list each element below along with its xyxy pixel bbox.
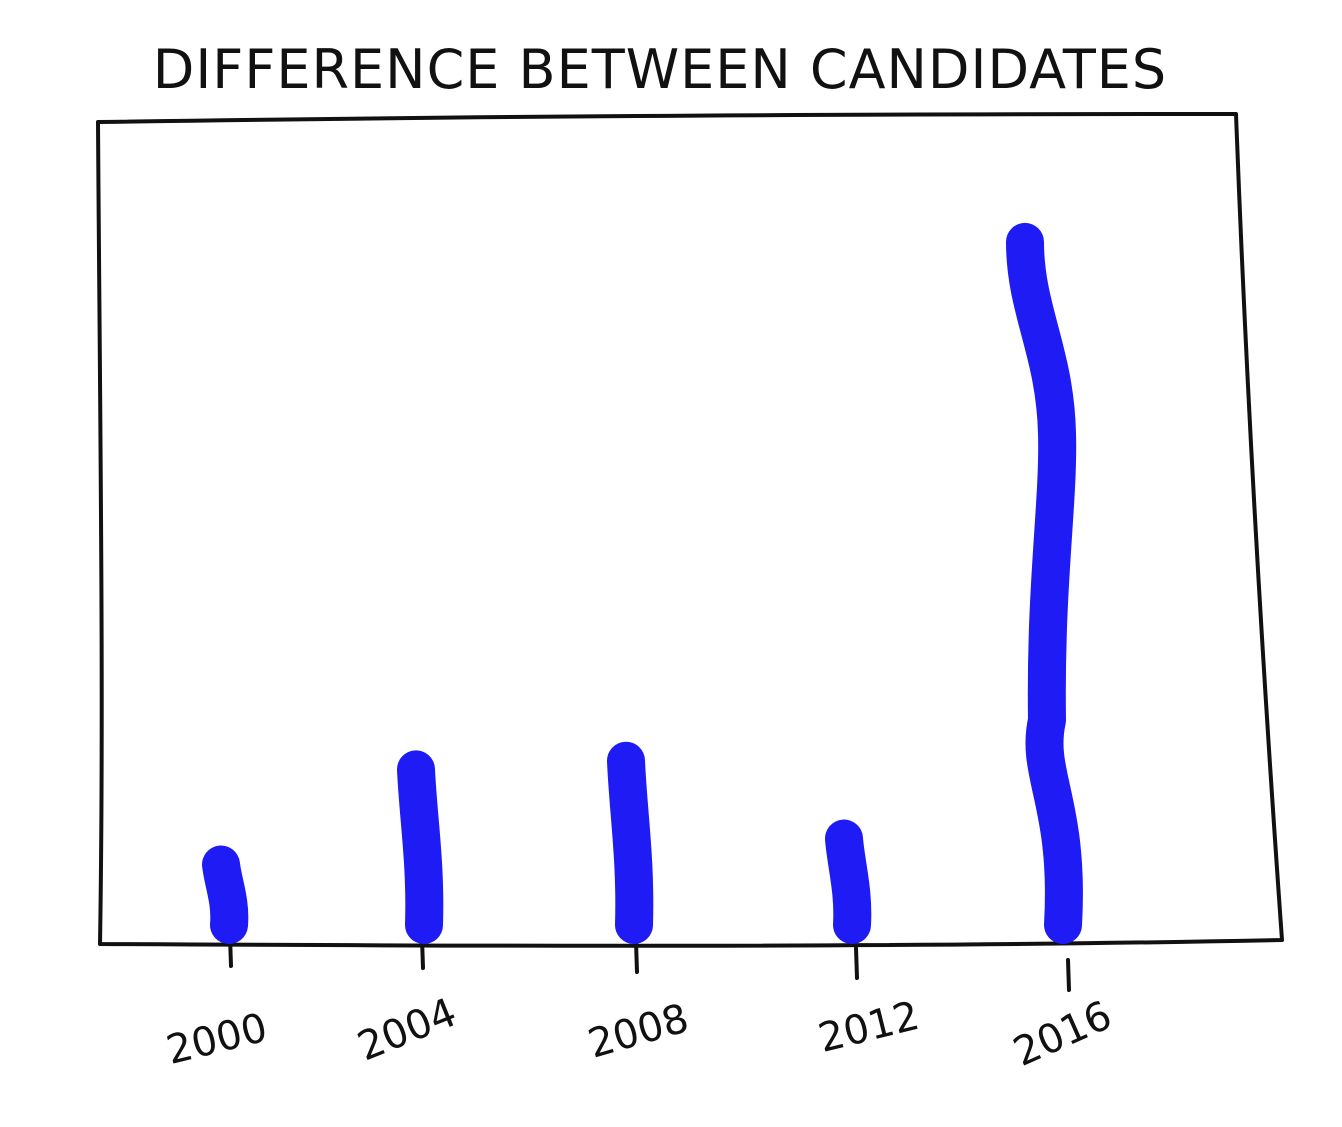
x-tick-2016 [1066,958,1071,992]
x-tick-label-2000: 2000 [162,1005,272,1074]
x-tick-label-2016: 2016 [1007,992,1119,1075]
bar-series [202,222,1083,944]
chart-title: DIFFERENCE BETWEEN CANDIDATES [153,38,1167,101]
x-tick-label-2008: 2008 [583,995,694,1067]
bar-2004 [397,750,444,944]
bar-2012 [825,819,872,944]
bar-2000 [202,845,249,944]
plot-frame [96,112,1284,948]
x-tick-label-2004: 2004 [351,990,463,1071]
bar-2008 [607,741,654,944]
x-tick-label-2012: 2012 [814,993,924,1062]
bar-2016 [1006,222,1083,944]
x-tick-2008 [634,940,639,974]
x-tick-2012 [854,946,859,980]
x-axis-tick-labels: 2000 2004 2008 2012 2016 [162,990,1119,1076]
